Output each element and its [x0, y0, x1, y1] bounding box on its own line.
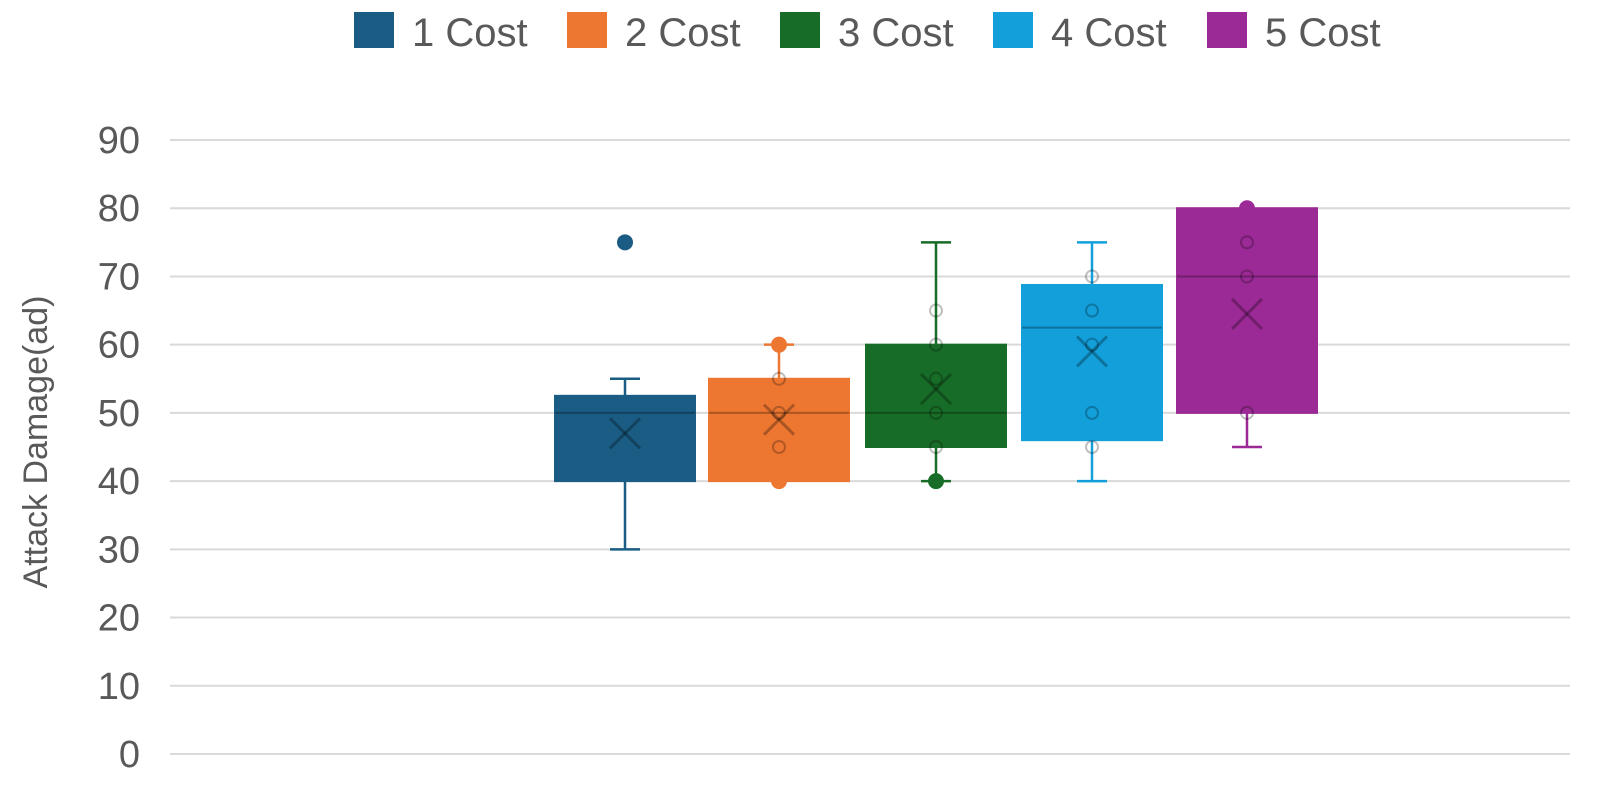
legend-label: 4 Cost	[1051, 11, 1167, 55]
data-point	[1085, 303, 1099, 318]
y-tick-label: 50	[98, 393, 140, 435]
data-point	[1085, 269, 1099, 284]
legend-label: 3 Cost	[838, 11, 954, 55]
y-tick-label: 60	[98, 325, 140, 367]
mean-marker	[1075, 335, 1109, 368]
data-point	[1239, 200, 1255, 217]
mean-marker	[1075, 335, 1109, 368]
data-point	[1240, 235, 1254, 250]
legend-item: 4 Cost	[993, 11, 1167, 55]
box-group	[708, 336, 850, 490]
y-tick-label: 10	[98, 666, 140, 708]
data-point	[1240, 269, 1254, 284]
box	[1021, 283, 1163, 442]
mean-marker	[762, 403, 796, 436]
data-point	[929, 440, 943, 454]
box	[708, 377, 850, 483]
mean-marker	[762, 403, 796, 436]
mean-marker	[608, 417, 642, 450]
legend-item: 2 Cost	[567, 11, 741, 55]
legend-item: 1 Cost	[354, 11, 528, 55]
box-group	[554, 234, 696, 551]
data-point	[771, 336, 787, 353]
legend-swatch	[567, 12, 607, 48]
y-axis-title: Attack Damage(ad)	[17, 296, 55, 589]
data-point	[1240, 405, 1254, 420]
legend-item: 3 Cost	[780, 11, 954, 55]
data-point	[772, 405, 786, 420]
data-point	[1085, 440, 1099, 454]
box	[554, 394, 696, 483]
legend-swatch	[354, 12, 394, 48]
y-tick-label: 80	[98, 188, 140, 230]
data-point	[929, 405, 943, 420]
legend-swatch	[993, 12, 1033, 48]
data-point	[1085, 337, 1099, 352]
data-point	[929, 303, 943, 318]
y-tick-label: 30	[98, 529, 140, 571]
legend-item: 5 Cost	[1207, 11, 1381, 55]
legend-label: 2 Cost	[625, 11, 741, 55]
data-point	[929, 337, 943, 352]
data-point	[928, 473, 944, 490]
boxes	[554, 200, 1318, 551]
box-group	[865, 241, 1007, 490]
box-group	[1021, 241, 1163, 483]
data-point	[772, 440, 786, 454]
y-tick-label: 40	[98, 461, 140, 503]
data-point	[771, 473, 787, 490]
y-tick-label: 70	[98, 256, 140, 298]
outlier-point	[617, 234, 633, 251]
box	[865, 343, 1007, 448]
legend-label: 1 Cost	[412, 11, 528, 55]
mean-marker	[608, 417, 642, 450]
y-axis-ticks: 0 10 20 30 40 50 60 70 80 90	[98, 120, 140, 776]
y-tick-label: 20	[98, 598, 140, 640]
data-point	[1085, 405, 1099, 420]
mean-marker	[1230, 297, 1264, 331]
data-point	[929, 371, 943, 386]
legend-swatch	[1207, 12, 1247, 48]
mean-marker	[919, 372, 953, 406]
data-point	[772, 371, 786, 386]
box-group	[1176, 200, 1318, 449]
mean-marker	[919, 372, 953, 406]
box	[1176, 207, 1318, 414]
legend: 1 Cost 2 Cost 3 Cost 4 Cost 5 Cost	[354, 11, 1381, 55]
mean-marker	[1230, 297, 1264, 331]
y-tick-label: 90	[98, 120, 140, 162]
legend-swatch	[780, 12, 820, 48]
y-tick-label: 0	[119, 734, 140, 776]
legend-label: 5 Cost	[1265, 11, 1381, 55]
